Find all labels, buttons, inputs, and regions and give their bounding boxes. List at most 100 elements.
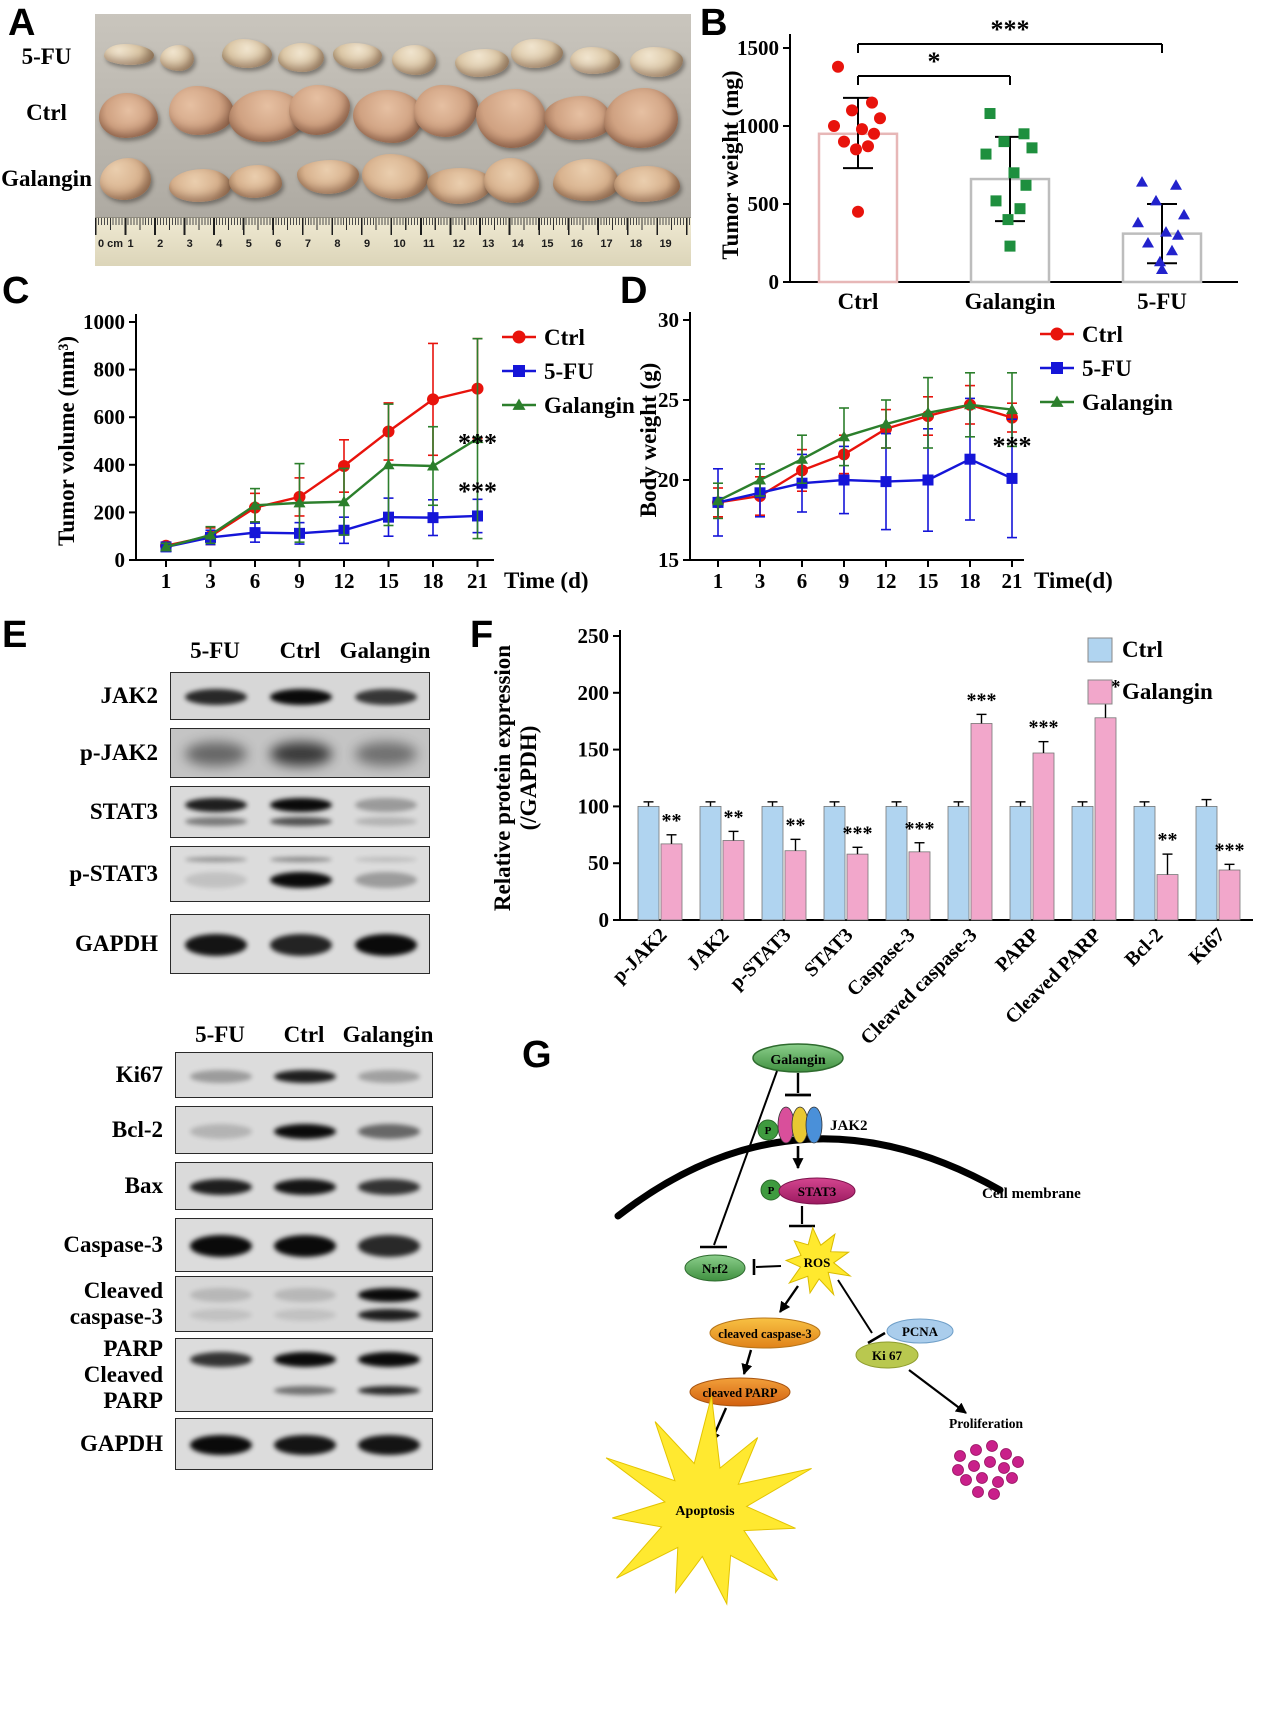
x-tick-label: 12 [876, 569, 897, 593]
blot-row-label: JAK2 [18, 683, 159, 709]
blot-strip [170, 846, 430, 902]
receptor-subunit [777, 1106, 795, 1144]
blot-band [274, 1287, 336, 1302]
x-tick-label: Cleaved caspase-3 [856, 924, 981, 1049]
cleaved-parp-label: cleaved PARP [702, 1386, 777, 1400]
y-tick-label: 1000 [83, 310, 125, 334]
nrf2-label: Nrf2 [702, 1261, 728, 1276]
significance-label: *** [843, 822, 873, 844]
bar [947, 805, 970, 921]
data-point [513, 365, 525, 377]
inhibition-line [755, 1265, 782, 1268]
tumor [414, 85, 478, 137]
panel-label-e: E [2, 614, 28, 656]
blot-band [190, 1435, 252, 1455]
blot-row-label: GAPDH [23, 1431, 163, 1457]
blot-band [185, 797, 247, 812]
blot-row-label: GAPDH [18, 931, 158, 957]
blot-column-header: Galangin [339, 638, 431, 663]
ruler-number: 5 [245, 238, 252, 250]
blot-row-label: p-JAK2 [18, 740, 158, 766]
blot-row-label: p-STAT3 [18, 861, 158, 887]
nrf2-node [684, 1254, 746, 1282]
ruler-number: 2 [157, 238, 164, 250]
blot-row-label: Bax [23, 1173, 163, 1199]
pcna-node [886, 1318, 954, 1344]
blot-row-label-line: Ki67 [115, 1062, 163, 1087]
blot-band [355, 856, 417, 862]
tumor-row-label: Galangin [1, 166, 92, 191]
data-point [880, 476, 892, 488]
bar [908, 851, 931, 921]
ruler-number: 14 [511, 238, 524, 250]
tumor [511, 39, 563, 68]
proliferation-cell [984, 1456, 996, 1468]
tumor [427, 168, 492, 204]
blot-band [358, 1179, 420, 1195]
blot-strip [170, 914, 430, 974]
blot-band [185, 689, 247, 705]
blot-strip [175, 1338, 433, 1412]
arrow [779, 1285, 799, 1313]
blot-band [190, 1069, 252, 1083]
blot-band [358, 1235, 420, 1257]
cleaved-parp-node [689, 1377, 791, 1407]
ruler-number: 1 [127, 238, 134, 250]
x-axis-title: Time(d) [1034, 568, 1113, 593]
tumor [99, 93, 158, 138]
tumor [229, 165, 282, 198]
x-tick-label: p-STAT3 [725, 924, 795, 994]
blot-row-label-line: p-JAK2 [80, 740, 158, 765]
body-weight-chart: 15 20 25 30 1 3 6 9 12 15 18 21 Time(d) Body weight (… [636, 308, 1173, 593]
cell-membrane-arc [614, 1135, 1004, 1220]
blot-strip [175, 1052, 433, 1098]
panel-label-c: C [2, 270, 30, 312]
data-point [1156, 263, 1168, 275]
bar [970, 723, 993, 921]
legend-swatch [1087, 637, 1113, 663]
tumor-photo: 0 cm 1 2 3 4 5 6 7 8 9 10 11 12 13 14 15 16 17 18 19 [95, 14, 691, 266]
data-point [512, 330, 526, 344]
cleaved-caspase3-node [709, 1317, 821, 1349]
x-tick-label: 21 [1002, 569, 1023, 593]
y-tick-label: 0 [769, 270, 780, 294]
blot-band [190, 1309, 252, 1322]
blot-row-label-line: PARP [103, 1336, 163, 1361]
data-point [1014, 203, 1026, 215]
tumor [553, 159, 619, 201]
proliferation-cell [968, 1460, 980, 1472]
tumor-row-labels: 5-FU Ctrl Galangin [0, 14, 93, 266]
legend-label: Ctrl [1122, 637, 1163, 662]
tumor [476, 89, 546, 148]
y-tick-label: 15 [658, 548, 679, 572]
proliferation-cell [960, 1474, 972, 1486]
data-point [249, 499, 261, 510]
data-point [838, 430, 850, 442]
blot-row-label-line: GAPDH [79, 1431, 163, 1456]
blot-band [185, 816, 247, 826]
x-tick-label: 3 [205, 569, 216, 593]
blot-band [270, 742, 332, 766]
blot-band [190, 1235, 252, 1257]
bar [761, 805, 784, 921]
y-tick-label: 400 [94, 453, 126, 477]
blot-band [185, 871, 247, 888]
y-tick-label: 200 [578, 681, 610, 705]
pcna-label: PCNA [902, 1324, 939, 1339]
x-tick-label: 9 [294, 569, 305, 593]
y-tick-label: 200 [94, 500, 126, 524]
proliferation-cell [998, 1462, 1010, 1474]
blot-band [358, 1287, 420, 1302]
y-tick-label: 150 [578, 738, 610, 762]
y-tick-label: 20 [658, 468, 679, 492]
proliferation-cell [992, 1476, 1004, 1488]
x-tick-label: PARP [991, 924, 1043, 976]
cleaved-caspase3-label: cleaved caspase-3 [718, 1327, 811, 1341]
data-point [1008, 167, 1020, 179]
data-point [1136, 176, 1148, 187]
blot-column-header: Ctrl [279, 638, 321, 663]
tumor [104, 44, 154, 65]
galangin-label: Galangin [770, 1053, 825, 1068]
blot-row-label-line: STAT3 [89, 799, 158, 824]
